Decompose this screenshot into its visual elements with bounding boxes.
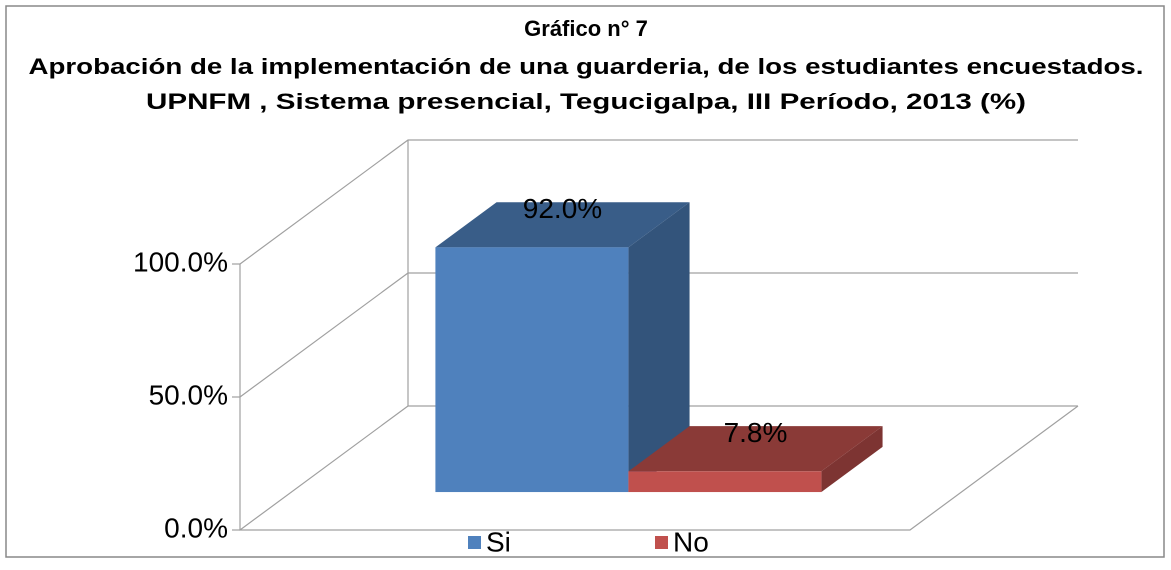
grid-line (239, 272, 1078, 398)
legend-swatch (468, 536, 481, 549)
chart-subtitle: UPNFM , Sistema presencial, Tegucigalpa,… (146, 89, 1026, 114)
bar (628, 471, 822, 493)
y-tick-label: 100.0% (133, 246, 228, 277)
legend-swatch (655, 536, 668, 549)
bar-side (628, 202, 690, 493)
bar-top (435, 202, 690, 248)
y-tick-label: 50.0% (149, 379, 228, 410)
bar-side (821, 426, 883, 493)
legend-label: Si (486, 526, 511, 557)
data-label: 92.0% (523, 193, 602, 224)
y-tick-label: 0.0% (164, 512, 228, 543)
legend-label: No (673, 526, 709, 557)
chart-title: Gráfico n° 7 (524, 16, 648, 41)
data-label: 7.8% (724, 417, 788, 448)
chart-subtitle: Aprobación de la implementación de una g… (29, 54, 1144, 79)
grid-line (239, 405, 1078, 531)
bar-top (628, 426, 883, 472)
grid-line (239, 139, 1078, 265)
bar (435, 247, 629, 493)
